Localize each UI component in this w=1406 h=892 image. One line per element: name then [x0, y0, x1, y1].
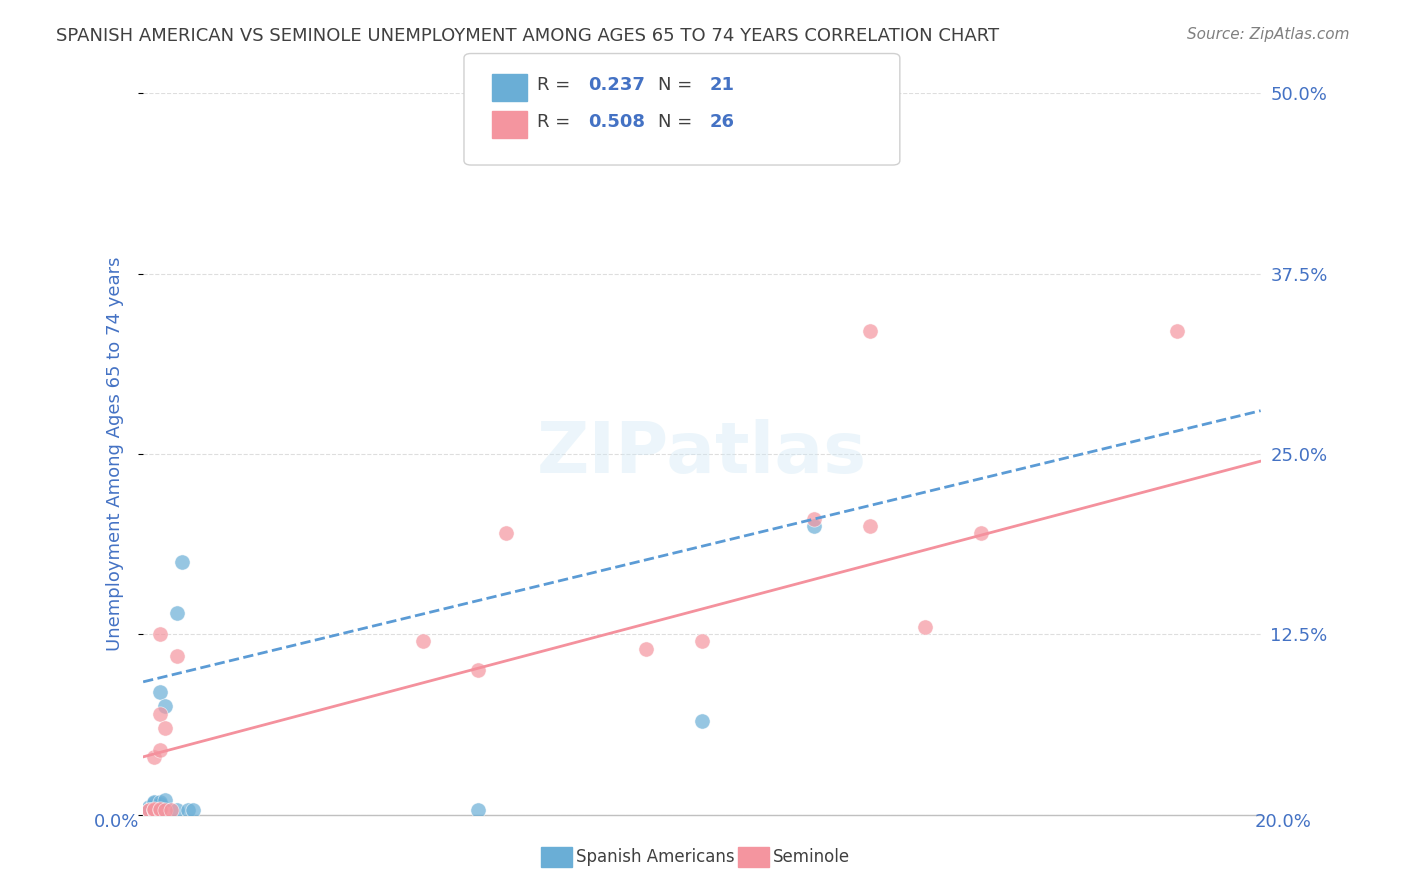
- Point: [1166, 324, 1188, 338]
- Point: [149, 802, 172, 816]
- Point: [149, 706, 172, 721]
- Text: 26: 26: [710, 113, 735, 131]
- Point: [803, 512, 825, 526]
- Point: [166, 803, 188, 817]
- Text: R =: R =: [537, 113, 571, 131]
- Text: N =: N =: [658, 113, 692, 131]
- Point: [183, 803, 205, 817]
- Text: Seminole: Seminole: [773, 848, 851, 866]
- Point: [155, 793, 177, 807]
- Point: [166, 606, 188, 620]
- Point: [149, 627, 172, 641]
- Y-axis label: Unemployment Among Ages 65 to 74 years: Unemployment Among Ages 65 to 74 years: [107, 257, 124, 651]
- Point: [143, 796, 166, 810]
- Point: [149, 685, 172, 699]
- Text: ZIPatlas: ZIPatlas: [537, 419, 868, 489]
- Point: [172, 555, 194, 569]
- Point: [149, 795, 172, 809]
- Text: R =: R =: [537, 76, 571, 94]
- Point: [690, 634, 713, 648]
- Text: 0.508: 0.508: [588, 113, 645, 131]
- Text: 20.0%: 20.0%: [1256, 814, 1312, 831]
- Point: [166, 648, 188, 663]
- Point: [495, 526, 517, 541]
- Point: [155, 803, 177, 817]
- Point: [149, 742, 172, 756]
- Point: [138, 803, 160, 817]
- Point: [160, 803, 183, 817]
- Point: [970, 526, 993, 541]
- Point: [155, 721, 177, 735]
- Point: [803, 519, 825, 533]
- Point: [149, 803, 172, 817]
- Point: [143, 803, 166, 817]
- Text: 21: 21: [710, 76, 735, 94]
- Text: 0.0%: 0.0%: [94, 814, 139, 831]
- Point: [467, 663, 489, 677]
- Point: [177, 803, 200, 817]
- Point: [143, 795, 166, 809]
- Point: [138, 803, 160, 817]
- Point: [143, 802, 166, 816]
- Text: 0.237: 0.237: [588, 76, 644, 94]
- Point: [149, 797, 172, 812]
- Point: [634, 641, 657, 656]
- Point: [138, 803, 160, 817]
- Point: [149, 802, 172, 816]
- Point: [690, 714, 713, 728]
- Point: [412, 634, 434, 648]
- Text: SPANISH AMERICAN VS SEMINOLE UNEMPLOYMENT AMONG AGES 65 TO 74 YEARS CORRELATION : SPANISH AMERICAN VS SEMINOLE UNEMPLOYMEN…: [56, 27, 1000, 45]
- Text: Spanish Americans: Spanish Americans: [576, 848, 735, 866]
- Point: [914, 620, 936, 634]
- Point: [149, 803, 172, 817]
- Point: [858, 519, 880, 533]
- Point: [143, 802, 166, 816]
- Text: Source: ZipAtlas.com: Source: ZipAtlas.com: [1187, 27, 1350, 42]
- Point: [467, 803, 489, 817]
- Point: [138, 800, 160, 814]
- Point: [155, 699, 177, 714]
- Point: [143, 750, 166, 764]
- Text: N =: N =: [658, 76, 692, 94]
- Point: [143, 803, 166, 817]
- Point: [858, 324, 880, 338]
- Point: [143, 803, 166, 817]
